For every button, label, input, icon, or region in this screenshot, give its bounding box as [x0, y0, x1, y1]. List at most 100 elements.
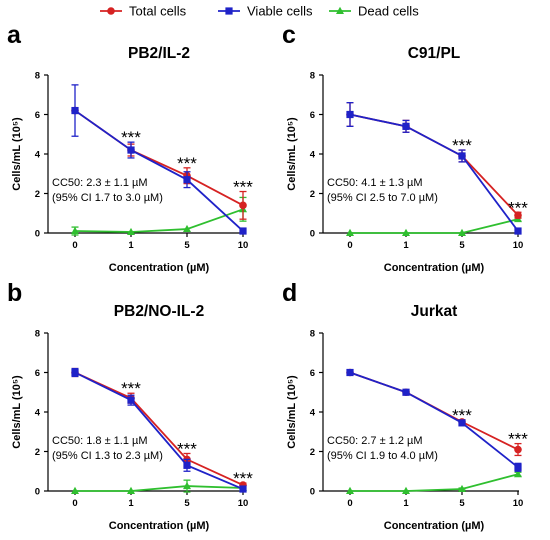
data-point [346, 368, 354, 377]
significance-label: *** [177, 439, 197, 458]
data-point [402, 228, 410, 236]
chart-panel: b PB2/NO-IL-2 0 2 4 6 8 0 1 5 10 Concentration (µM)… [7, 279, 253, 532]
y-tick-label: 4 [310, 408, 316, 419]
data-point [346, 110, 354, 119]
y-tick-label: 2 [310, 189, 315, 200]
data-point [514, 463, 522, 471]
data-point [127, 227, 135, 236]
data-point [458, 228, 466, 236]
x-tick-label: 5 [459, 240, 465, 251]
y-tick-label: 4 [35, 408, 41, 419]
x-tick-label: 1 [403, 240, 409, 251]
series [71, 367, 247, 489]
x-axis-label: Concentration (µM) [384, 520, 485, 532]
y-tick-label: 0 [310, 229, 315, 240]
legend-marker [336, 6, 344, 14]
chart-title: PB2/NO-IL-2 [114, 303, 204, 320]
x-tick-label: 5 [184, 240, 190, 251]
x-tick-label: 0 [347, 498, 352, 509]
y-axis-label: Cells/mL (10⁵) [286, 117, 298, 191]
y-tick-label: 2 [310, 447, 315, 458]
y-tick-label: 6 [35, 110, 40, 121]
chart-title: PB2/IL-2 [128, 45, 190, 62]
data-point [127, 146, 135, 154]
x-tick-label: 1 [403, 498, 409, 509]
significance-label: *** [121, 128, 141, 147]
legend-item: Viable cells [218, 4, 313, 19]
significance-label: *** [508, 198, 528, 217]
x-tick-label: 1 [128, 498, 134, 509]
data-point [239, 485, 247, 493]
data-point [402, 486, 410, 494]
chart-panel: c C91/PL 0 2 4 6 8 0 1 5 10 Concentration (µM) Cells… [282, 21, 528, 274]
data-point [71, 368, 79, 377]
x-tick-label: 5 [459, 498, 465, 509]
legend-marker [107, 7, 115, 15]
significance-label: *** [121, 379, 141, 398]
significance-label: *** [233, 178, 253, 197]
cc50-annotation: CC50: 2.3 ± 1.1 µM [52, 177, 148, 189]
panel-letter: d [282, 279, 297, 307]
x-tick-label: 10 [238, 240, 249, 251]
y-tick-label: 4 [310, 150, 316, 161]
data-point [239, 201, 247, 210]
series-line [350, 473, 519, 492]
series [71, 84, 247, 235]
series-line [74, 371, 244, 486]
data-point [127, 396, 135, 404]
series-line [75, 485, 244, 492]
x-tick-label: 10 [513, 240, 524, 251]
data-point [402, 388, 410, 396]
series [71, 367, 247, 493]
series-line [349, 113, 519, 232]
chart-panel: a PB2/IL-2 0 2 4 6 8 0 1 5 10 Concentration (µM) Cel… [7, 21, 253, 274]
y-tick-label: 8 [310, 329, 315, 340]
x-tick-label: 0 [347, 240, 352, 251]
panel-letter: a [7, 21, 22, 49]
y-tick-label: 4 [35, 150, 41, 161]
data-point [346, 486, 354, 494]
series [346, 470, 522, 494]
cc50-annotation: CC50: 2.7 ± 1.2 µM [327, 435, 423, 447]
data-point [183, 481, 191, 490]
x-tick-label: 10 [513, 498, 524, 509]
legend-item: Total cells [100, 4, 187, 19]
x-axis-label: Concentration (µM) [109, 262, 210, 274]
chart-panel: d Jurkat 0 2 4 6 8 0 1 5 10 Concentration (µM) Cells… [282, 279, 528, 532]
significance-label: *** [177, 154, 197, 173]
legend: Total cells Viable cells Dead cells [100, 4, 419, 19]
cc50-annotation: CC50: 1.8 ± 1.1 µM [52, 435, 148, 447]
data-point [71, 486, 79, 494]
data-point [183, 461, 191, 469]
x-axis-label: Concentration (µM) [384, 262, 485, 274]
data-point [71, 226, 79, 235]
legend-item: Dead cells [329, 4, 419, 19]
significance-label: *** [233, 469, 253, 488]
cc50-annotation: (95% CI 2.5 to 7.0 µM) [327, 192, 438, 204]
cc50-annotation: (95% CI 1.3 to 2.3 µM) [52, 450, 163, 462]
data-point [458, 152, 466, 160]
x-tick-label: 5 [184, 498, 190, 509]
significance-label: *** [508, 430, 528, 449]
data-point [183, 176, 191, 184]
cc50-annotation: (95% CI 1.7 to 3.0 µM) [52, 192, 163, 204]
y-tick-label: 2 [35, 189, 40, 200]
significance-label: *** [452, 406, 472, 425]
chart-title: C91/PL [408, 45, 461, 62]
series-line [350, 218, 519, 234]
legend-marker [225, 7, 233, 15]
cc50-annotation: (95% CI 1.9 to 4.0 µM) [327, 450, 438, 462]
data-point [402, 122, 410, 130]
data-point [239, 227, 247, 235]
x-tick-label: 10 [238, 498, 249, 509]
x-axis-label: Concentration (µM) [109, 520, 210, 532]
series-line [349, 371, 519, 469]
y-tick-label: 2 [35, 447, 40, 458]
data-point [514, 470, 522, 478]
legend-label: Dead cells [358, 4, 419, 19]
y-axis-label: Cells/mL (10⁵) [286, 375, 298, 449]
chart-title: Jurkat [411, 303, 458, 320]
y-axis-label: Cells/mL (10⁵) [11, 117, 23, 191]
y-tick-label: 6 [35, 368, 40, 379]
